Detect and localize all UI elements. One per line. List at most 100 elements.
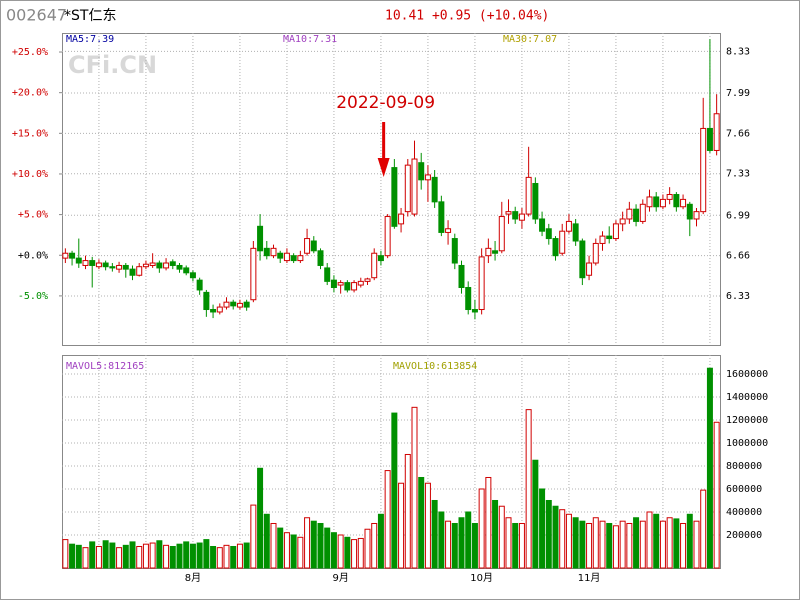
- ma-label: MA10:7.31: [283, 34, 337, 45]
- candle-body: [116, 264, 123, 270]
- volume-bar: [310, 520, 317, 569]
- candle-body: [525, 176, 532, 215]
- volume-bar: [330, 532, 337, 569]
- volume-bar: [89, 541, 96, 569]
- volume-bar: [404, 453, 411, 569]
- volume-bar: [223, 544, 230, 569]
- volume-bar: [257, 467, 264, 569]
- candle-body: [565, 220, 572, 232]
- volume-panel: [62, 355, 721, 569]
- volume-bar: [324, 527, 331, 569]
- volume-bar: [82, 547, 89, 569]
- candle-body: [713, 113, 720, 151]
- y-tick-label: 1400000: [726, 392, 768, 403]
- volume-bar: [317, 522, 324, 569]
- y2-tick-label: +10.0%: [12, 169, 48, 180]
- volume-bar: [646, 511, 653, 569]
- volume-bar: [230, 545, 237, 569]
- ma-label: MA30:7.07: [503, 34, 557, 45]
- candle-body: [612, 223, 619, 240]
- candle-body: [512, 211, 519, 220]
- volume-bar: [277, 527, 284, 569]
- y-tick-label: 7.66: [726, 128, 750, 139]
- candle-body: [686, 203, 693, 220]
- volume-bar: [142, 543, 149, 569]
- volume-bar: [122, 544, 129, 569]
- volume-bar: [95, 545, 102, 569]
- volume-bar: [283, 532, 290, 569]
- y-tick-label: 1600000: [726, 369, 768, 380]
- ma-label: MAVOL10:613854: [393, 361, 477, 372]
- y2-tick-label: +20.0%: [12, 88, 48, 99]
- volume-bar: [364, 528, 371, 569]
- y-tick-label: 6.66: [726, 251, 750, 262]
- volume-bar: [552, 505, 559, 569]
- candle-body: [82, 260, 89, 266]
- candle-body: [418, 162, 425, 181]
- candle-body: [384, 216, 391, 257]
- candle-body: [639, 203, 646, 222]
- y-tick-label: 7.99: [726, 88, 750, 99]
- y-tick-label: 600000: [726, 484, 762, 495]
- volume-bar: [619, 520, 626, 569]
- candle-body: [277, 252, 284, 259]
- volume-bar: [384, 470, 391, 569]
- y-tick-label: 1200000: [726, 415, 768, 426]
- y-tick-label: 8.33: [726, 46, 750, 57]
- volume-bar: [243, 542, 250, 569]
- volume-bar: [451, 522, 458, 569]
- candle-body: [149, 262, 156, 266]
- candle-body: [411, 158, 418, 215]
- volume-bar: [75, 544, 82, 569]
- volume-bar: [351, 539, 358, 569]
- candle-body: [471, 309, 478, 313]
- candle-body: [169, 261, 176, 266]
- candle-body: [606, 235, 613, 240]
- candle-body: [659, 198, 666, 208]
- x-tick-label: 11月: [578, 572, 601, 584]
- volume-bar: [391, 412, 398, 569]
- candle-body: [693, 211, 700, 220]
- candle-body: [317, 250, 324, 266]
- candle-body: [364, 278, 371, 282]
- candle-body: [283, 252, 290, 262]
- candle-body: [351, 282, 358, 291]
- candle-body: [377, 255, 384, 262]
- candle-body: [250, 247, 257, 301]
- volume-bar: [545, 499, 552, 569]
- candle-body: [324, 267, 331, 282]
- volume-bar: [411, 406, 418, 569]
- volume-bar: [297, 536, 304, 569]
- candle-body: [653, 196, 660, 208]
- volume-bar: [579, 520, 586, 569]
- volume-bar: [290, 534, 297, 569]
- candle-body: [552, 238, 559, 257]
- candle-body: [69, 252, 76, 259]
- volume-bar: [612, 525, 619, 569]
- volume-bar: [659, 520, 666, 569]
- candle-body: [304, 238, 311, 254]
- volume-bar: [109, 542, 116, 569]
- volume-bar: [532, 459, 539, 569]
- candle-body: [243, 301, 250, 308]
- volume-bar: [700, 489, 707, 569]
- candle-body: [451, 238, 458, 264]
- candle-body: [633, 208, 640, 222]
- candle-body: [95, 262, 102, 268]
- candle-body: [75, 257, 82, 264]
- volume-bar: [458, 517, 465, 569]
- volume-bar: [680, 522, 687, 569]
- volume-bar: [344, 536, 351, 569]
- candle-body: [445, 228, 452, 233]
- volume-bar: [210, 545, 217, 569]
- volume-bar: [236, 543, 243, 569]
- candle-body: [62, 252, 69, 259]
- candle-body: [646, 196, 653, 208]
- candle-body: [122, 264, 129, 270]
- volume-bar: [713, 421, 720, 569]
- volume-bar: [586, 522, 593, 569]
- candle-body: [89, 260, 96, 266]
- volume-bar: [169, 545, 176, 569]
- candle-body: [619, 218, 626, 225]
- candle-body: [424, 174, 431, 181]
